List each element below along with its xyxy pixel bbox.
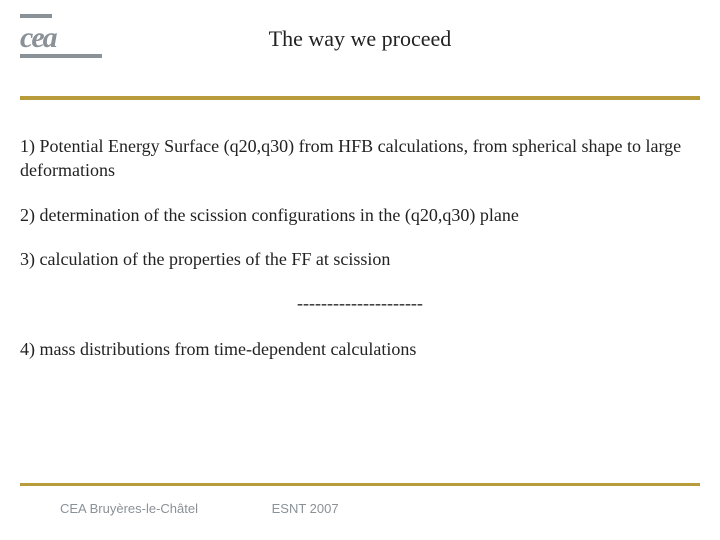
bullet-3: 3) calculation of the properties of the … <box>20 247 700 271</box>
footer-left: CEA Bruyères-le-Châtel <box>60 501 198 516</box>
title-underline <box>20 96 700 100</box>
header: cea The way we proceed <box>0 0 720 100</box>
slide-body: 1) Potential Energy Surface (q20,q30) fr… <box>20 134 700 382</box>
bullet-1: 1) Potential Energy Surface (q20,q30) fr… <box>20 134 700 183</box>
logo-under-bar <box>20 54 102 58</box>
slide-title: The way we proceed <box>0 26 720 52</box>
footer: CEA Bruyères-le-Châtel ESNT 2007 <box>60 501 339 516</box>
logo-top-bar <box>20 14 52 18</box>
separator-dashes: --------------------- <box>20 291 700 315</box>
bullet-4: 4) mass distributions from time-dependen… <box>20 337 700 361</box>
bullet-2: 2) determination of the scission configu… <box>20 203 700 227</box>
footer-right: ESNT 2007 <box>272 501 339 516</box>
slide: cea The way we proceed 1) Potential Ener… <box>0 0 720 540</box>
footer-rule <box>20 483 700 486</box>
